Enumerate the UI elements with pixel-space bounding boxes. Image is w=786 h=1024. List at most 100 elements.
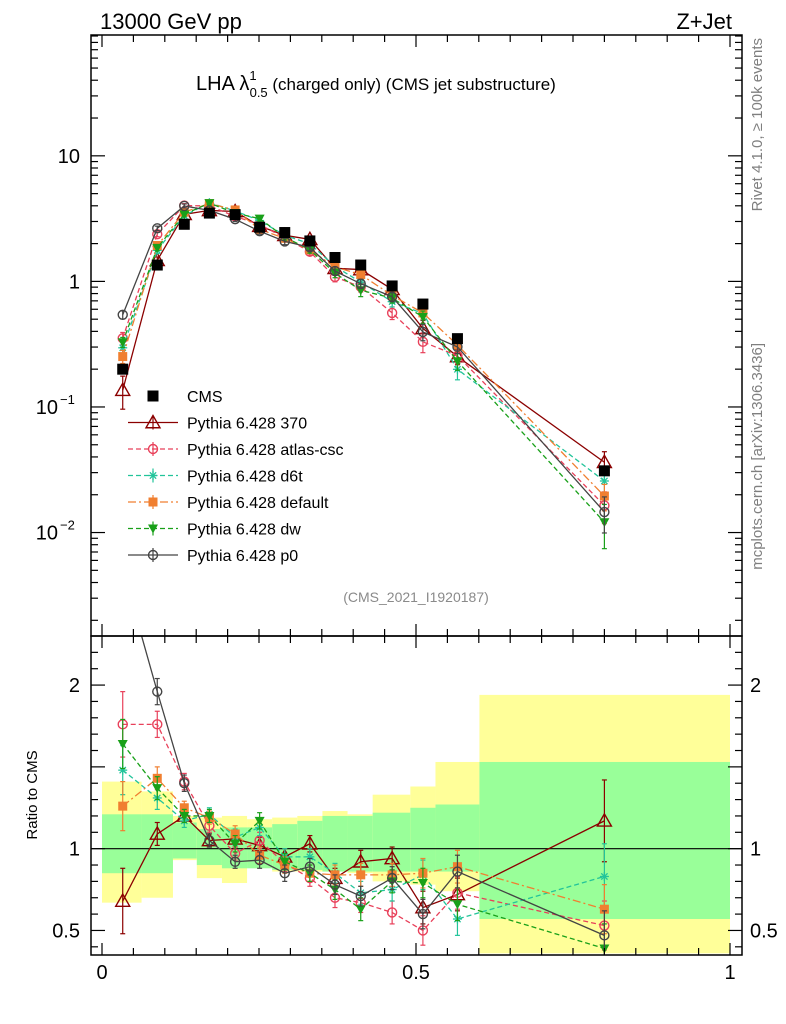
y-tick-label-main-pow: 10 xyxy=(36,397,58,419)
cms-data-point xyxy=(254,221,266,233)
title-sup: 1 xyxy=(249,68,256,83)
series-point-ratio xyxy=(279,868,290,879)
series-point-main xyxy=(114,381,131,397)
legend-marker xyxy=(144,414,162,429)
series-point-ratio xyxy=(114,892,131,907)
series-point-ratio xyxy=(596,812,613,827)
y-tick-label-main-pow: 10 xyxy=(36,523,58,545)
series-point-ratio xyxy=(117,739,128,749)
cms-data-point xyxy=(203,207,215,219)
series-errbar-ratio xyxy=(154,677,160,706)
side-rivet-label: Rivet 4.1.0, ≥ 100k events xyxy=(749,38,766,211)
ratio-axis-label: Ratio to CMS xyxy=(24,750,41,839)
series-errbar-ratio xyxy=(120,536,125,601)
series-point-ratio xyxy=(452,900,463,910)
series-point-ratio xyxy=(254,854,265,866)
series-point-ratio xyxy=(417,908,429,920)
series-point-ratio xyxy=(152,719,163,730)
cms-data-point xyxy=(451,333,463,345)
series-errbar-ratio xyxy=(282,864,288,882)
series-point-main xyxy=(599,506,610,518)
y-tick-label-ratio-right: 0.5 xyxy=(750,920,778,942)
series-line-main-pythia-6-428-p0 xyxy=(122,205,605,513)
cms-data-point xyxy=(229,209,241,221)
legend-label: Pythia 6.428 d6t xyxy=(187,469,303,486)
analysis-watermark: (CMS_2021_I1920187) xyxy=(343,589,489,605)
series-point-ratio xyxy=(417,879,428,889)
series-point-main xyxy=(254,214,265,224)
legend-item: Pythia 6.428 dw xyxy=(128,521,301,539)
series-errbar-ratio xyxy=(307,857,313,876)
series-point-main xyxy=(152,223,163,234)
y-tick-label-main: 10 xyxy=(58,146,80,168)
series-point-ratio xyxy=(355,905,366,915)
series-point-main xyxy=(179,210,190,220)
band-inner-bin xyxy=(172,822,197,859)
cms-data-point xyxy=(279,227,291,239)
series-point-ratio xyxy=(152,784,163,794)
legend-marker xyxy=(147,390,159,402)
series-errbar-main xyxy=(601,496,607,534)
cms-data-point xyxy=(386,280,398,292)
series-errbar-ratio xyxy=(454,854,460,889)
ratio-frame xyxy=(90,635,743,956)
series-point-ratio xyxy=(355,890,366,902)
legend-item: Pythia 6.428 p0 xyxy=(128,548,298,565)
series-errbar-ratio xyxy=(389,866,395,891)
cms-data-point xyxy=(117,363,129,375)
cms-data-point xyxy=(417,298,429,310)
series-point-ratio xyxy=(230,829,240,839)
series-errbar-main xyxy=(282,237,288,246)
legend-item: Pythia 6.428 370 xyxy=(128,414,307,433)
series-errbar-ratio xyxy=(332,874,338,896)
legend-marker xyxy=(148,497,158,507)
y-tick-label-ratio-left: 2 xyxy=(69,675,80,697)
series-line-ratio-pythia-6-428-p0 xyxy=(140,636,605,936)
series-point-ratio xyxy=(118,765,128,775)
series-errbar-ratio xyxy=(154,710,160,739)
title-sub: 0.5 xyxy=(250,85,268,100)
series-point-main xyxy=(356,270,366,280)
legend: CMS Pythia 6.428 370 Pythia 6.428 atlas-cs… xyxy=(128,389,344,565)
series-errbar-main xyxy=(120,375,126,410)
legend-marker xyxy=(148,524,158,534)
legend-label: Pythia 6.428 default xyxy=(187,495,329,512)
legend-item: Pythia 6.428 atlas-csc xyxy=(128,442,344,459)
legend-marker xyxy=(148,471,158,480)
cms-data-point xyxy=(355,259,367,271)
series-point-ratio xyxy=(386,907,398,918)
header-process: Z+Jet xyxy=(676,9,732,34)
band-inner-bin xyxy=(102,814,142,874)
series-point-main xyxy=(599,491,609,501)
series-point-ratio xyxy=(179,778,190,789)
series-errbar-ratio xyxy=(257,851,263,869)
series-point-main xyxy=(452,357,463,367)
series-point-ratio xyxy=(179,803,189,813)
legend-marker xyxy=(147,549,159,561)
series-point-ratio xyxy=(599,904,609,914)
legend-label: Pythia 6.428 dw xyxy=(187,522,301,539)
x-tick-label: 0.5 xyxy=(402,962,430,984)
legend-item: Pythia 6.428 d6t xyxy=(128,468,303,486)
series-errbar-ratio xyxy=(420,898,426,930)
ratio-plot-data xyxy=(91,536,742,955)
series-line-main-pythia-6-428-atlas-csc xyxy=(122,204,605,506)
series-line-ratio-pythia-6-428-d6t xyxy=(122,769,605,920)
series-point-ratio xyxy=(599,871,609,881)
legend-item: Pythia 6.428 default xyxy=(128,495,329,512)
y-tick-label-main-exp: −1 xyxy=(60,392,75,407)
legend-marker xyxy=(147,443,159,455)
series-point-ratio xyxy=(304,861,316,872)
series-errbar-main xyxy=(181,203,187,209)
series-point-main xyxy=(117,309,128,320)
series-point-ratio xyxy=(152,686,163,697)
series-point-ratio xyxy=(118,564,127,573)
series-point-ratio xyxy=(386,872,398,884)
series-errbar-main xyxy=(154,225,160,232)
legend-item: CMS xyxy=(147,389,223,406)
title-main: LHA λ xyxy=(196,73,249,95)
y-tick-label-ratio-right: 2 xyxy=(750,675,761,697)
series-point-main xyxy=(179,200,190,212)
